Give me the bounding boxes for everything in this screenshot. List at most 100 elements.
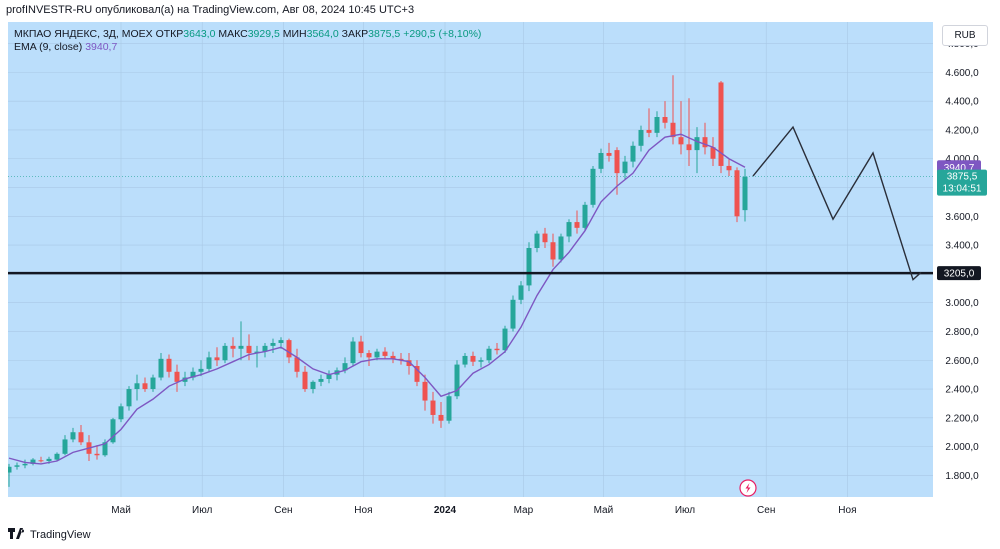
candle-body bbox=[518, 285, 524, 300]
candle bbox=[478, 357, 484, 368]
tradingview-brand[interactable]: TradingView bbox=[8, 528, 91, 542]
candle-body bbox=[510, 299, 516, 329]
x-tick-label: Сен bbox=[274, 505, 292, 516]
candle-body bbox=[398, 358, 404, 361]
candle-body bbox=[70, 432, 76, 440]
candle-body bbox=[142, 383, 148, 390]
x-tick-label: Май bbox=[594, 505, 614, 516]
candle-body bbox=[246, 345, 252, 354]
candle-body bbox=[94, 453, 100, 456]
candle bbox=[198, 360, 204, 377]
candle bbox=[310, 380, 316, 394]
candle bbox=[406, 353, 412, 375]
candle-body bbox=[662, 117, 668, 123]
candle bbox=[422, 374, 428, 411]
ema-layer bbox=[8, 133, 746, 465]
candle-body bbox=[318, 378, 324, 382]
candle-body bbox=[198, 368, 204, 372]
candle bbox=[470, 351, 476, 367]
x-tick-label: Июл bbox=[675, 505, 695, 516]
candle-body bbox=[654, 117, 660, 133]
ema-price-tag-text: 3940,7 bbox=[944, 163, 975, 174]
candle-body bbox=[326, 374, 332, 379]
candle-body bbox=[38, 460, 44, 462]
y-tick-label: 2.400,0 bbox=[945, 385, 979, 396]
price-chart[interactable]: 1.800,0 2.000,0 2.200,0 2.400,0 2.600,0 2.800… bbox=[8, 22, 993, 522]
ohlc-row: МКПАО ЯНДЕКС, 3Д, MOEX ОТКР3643,0 МАКС39… bbox=[14, 28, 481, 41]
candle bbox=[670, 75, 676, 145]
candle-body bbox=[214, 357, 220, 361]
x-tick-label: Ноя bbox=[354, 505, 372, 516]
time-axis[interactable]: Май Июл Сен Ноя 2024 Мар Май Июл Сен Ноя bbox=[111, 505, 856, 516]
candle bbox=[126, 386, 132, 411]
candle bbox=[734, 167, 740, 223]
candle-body bbox=[222, 345, 228, 361]
candle-body bbox=[638, 129, 644, 146]
symbol-label[interactable]: МКПАО ЯНДЕКС, 3Д, MOEX bbox=[14, 28, 153, 40]
candle-body bbox=[686, 144, 692, 151]
candle bbox=[294, 348, 300, 378]
candle bbox=[22, 459, 28, 469]
candle bbox=[622, 155, 628, 179]
candle bbox=[510, 295, 516, 332]
candle-body bbox=[278, 340, 284, 343]
candle-body bbox=[462, 355, 468, 365]
last-price-tag bbox=[937, 169, 987, 196]
time-axis-background bbox=[8, 497, 993, 522]
candle bbox=[646, 108, 652, 138]
candle bbox=[366, 350, 372, 367]
candle-body bbox=[286, 340, 292, 358]
y-tick-label: 2.200,0 bbox=[945, 413, 979, 424]
x-tick-label: Июл bbox=[192, 505, 212, 516]
candle-body bbox=[158, 358, 164, 378]
ema-label[interactable]: EMA (9, close) bbox=[14, 41, 83, 53]
low-label: МИН bbox=[282, 28, 307, 40]
x-tick-label: Май bbox=[111, 505, 131, 516]
candle bbox=[78, 425, 84, 446]
close-value: 3875,5 bbox=[368, 28, 401, 40]
candle-body bbox=[134, 383, 140, 390]
candle bbox=[502, 325, 508, 354]
ema-value: 3940,7 bbox=[85, 41, 118, 53]
y-tick-label: 3.600,0 bbox=[945, 212, 979, 223]
candle bbox=[246, 334, 252, 361]
candle-body bbox=[126, 389, 132, 407]
candle bbox=[590, 165, 596, 208]
y-tick-label: 2.000,0 bbox=[945, 442, 979, 453]
candle bbox=[630, 141, 636, 168]
candle-body bbox=[190, 371, 196, 378]
candle bbox=[382, 347, 388, 359]
candle-body bbox=[270, 342, 276, 346]
y-tick-label: 2.800,0 bbox=[945, 327, 979, 338]
candle bbox=[726, 158, 732, 177]
candle bbox=[638, 125, 644, 152]
candle-body bbox=[678, 137, 684, 145]
candle-body bbox=[294, 357, 300, 372]
y-tick-label: 4.200,0 bbox=[945, 125, 979, 136]
candle-body bbox=[566, 222, 572, 237]
candle bbox=[14, 462, 20, 470]
currency-button[interactable]: RUB bbox=[942, 25, 988, 46]
candle bbox=[534, 230, 540, 253]
lightning-icon[interactable] bbox=[739, 479, 757, 497]
candle bbox=[110, 417, 116, 444]
candle bbox=[30, 458, 36, 466]
candle-body bbox=[22, 463, 28, 466]
candle-body bbox=[310, 381, 316, 390]
candle-body bbox=[78, 432, 84, 443]
candle bbox=[606, 142, 612, 162]
candle-body bbox=[590, 168, 596, 205]
candle-body bbox=[494, 348, 500, 351]
candle bbox=[70, 427, 76, 443]
publication-caption: profINVESTR-RU опубликовал(а) на Trading… bbox=[6, 4, 415, 16]
candle-body bbox=[742, 176, 748, 211]
candle-body bbox=[238, 345, 244, 349]
candle-body bbox=[406, 360, 412, 367]
countdown-text: 13:04:51 bbox=[943, 184, 982, 195]
candle bbox=[694, 127, 700, 174]
y-tick-label: 4.600,0 bbox=[945, 68, 979, 79]
candle-body bbox=[102, 442, 108, 456]
candle bbox=[550, 233, 556, 267]
candle bbox=[598, 148, 604, 174]
candle-body bbox=[542, 233, 548, 243]
